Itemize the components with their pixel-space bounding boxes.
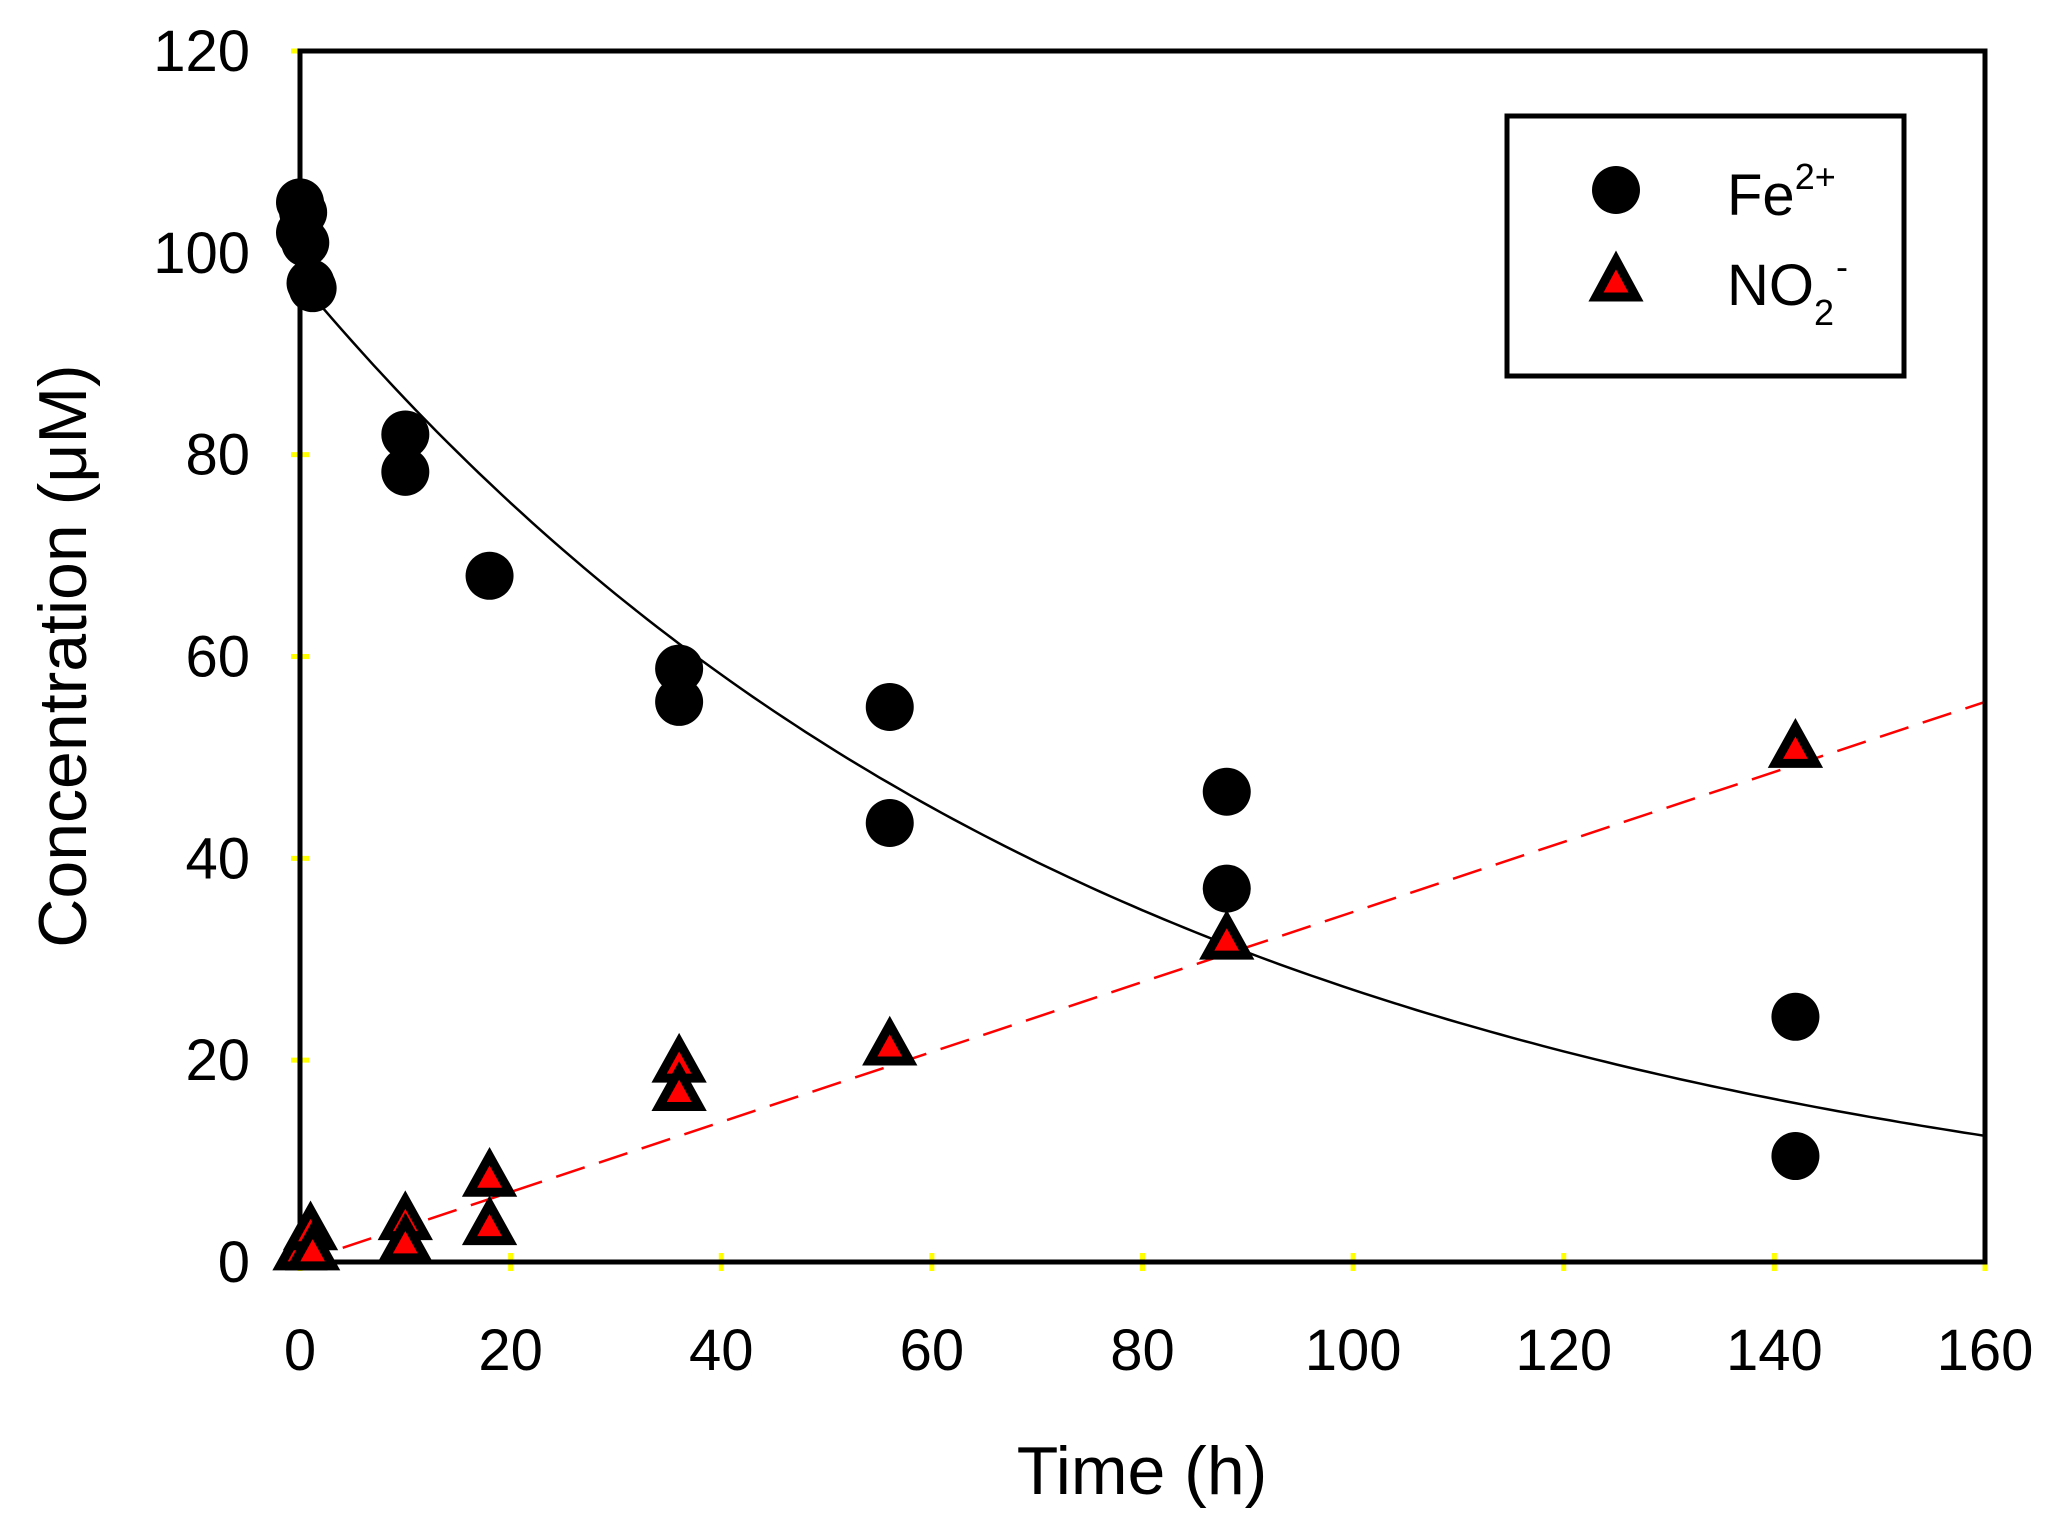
no2-data-point — [284, 1220, 341, 1271]
fe-data-point — [655, 644, 704, 693]
fe-fit-curve — [299, 280, 1986, 1138]
fe-data-point — [655, 677, 704, 726]
x-tick-label: 80 — [1110, 1318, 1175, 1383]
legend-no2-subscript: 2 — [1814, 292, 1834, 333]
fe-data-point — [1202, 864, 1251, 913]
fe-data-point — [865, 799, 914, 848]
fe-data-point — [1202, 767, 1251, 816]
no2-data-point — [1767, 718, 1824, 768]
y-tick-label: 100 — [153, 221, 250, 286]
fe-data-point — [381, 447, 430, 496]
legend-no2-label: NO2- — [1727, 246, 1848, 333]
legend-no2-superscript: - — [1836, 246, 1848, 287]
no2-data-point — [862, 1015, 918, 1066]
x-tick-label: 60 — [900, 1318, 965, 1383]
no2-fit-line — [299, 700, 1986, 1264]
no2-data-point — [1199, 909, 1255, 960]
x-tick-label: 160 — [1937, 1318, 2034, 1383]
fe-data-point — [465, 551, 514, 600]
x-axis-title: Time (h) — [1017, 1433, 1268, 1509]
plot-frame — [297, 48, 1988, 1265]
y-tick-label: 120 — [153, 19, 250, 84]
legend: Fe2+ NO2- — [1504, 113, 1907, 379]
tick-labels: 0 20 40 60 80 100 120 140 160 0 20 40 60 80 100 120 — [153, 19, 2033, 1383]
legend-no2-marker — [1588, 250, 1644, 302]
legend-fe-superscript: 2+ — [1795, 156, 1836, 197]
legend-no2-base: NO — [1727, 253, 1814, 318]
data-markers — [272, 178, 1824, 1271]
fe-data-point — [288, 264, 337, 313]
no2-data-point — [651, 1061, 707, 1111]
fit-lines — [299, 280, 1986, 1264]
fe-data-point — [1771, 1132, 1820, 1181]
x-tick-label: 20 — [478, 1318, 543, 1383]
legend-box — [1504, 113, 1907, 379]
no2-data-point — [461, 1195, 518, 1246]
x-tick-label: 40 — [689, 1318, 754, 1383]
y-tick-label: 80 — [185, 423, 250, 488]
legend-fe-label: Fe2+ — [1727, 156, 1836, 228]
y-axis-title: Concentration (μM) — [25, 364, 101, 947]
y-tick-label: 0 — [218, 1230, 250, 1295]
x-tick-label: 120 — [1515, 1318, 1612, 1383]
x-tick-label: 140 — [1726, 1318, 1823, 1383]
fe-data-point — [865, 682, 914, 731]
x-tick-label: 100 — [1305, 1318, 1402, 1383]
y-tick-label: 40 — [185, 826, 250, 891]
fe-data-point — [281, 218, 330, 267]
legend-fe-base: Fe — [1727, 163, 1795, 228]
x-tick-label: 0 — [284, 1318, 316, 1383]
y-tick-label: 60 — [185, 625, 250, 690]
no2-data-point — [377, 1212, 433, 1263]
fe-data-point — [381, 410, 430, 459]
legend-fe-marker — [1592, 166, 1640, 214]
y-tick-label: 20 — [185, 1028, 250, 1093]
no2-data-point — [461, 1146, 518, 1197]
fe-data-point — [1771, 992, 1820, 1041]
